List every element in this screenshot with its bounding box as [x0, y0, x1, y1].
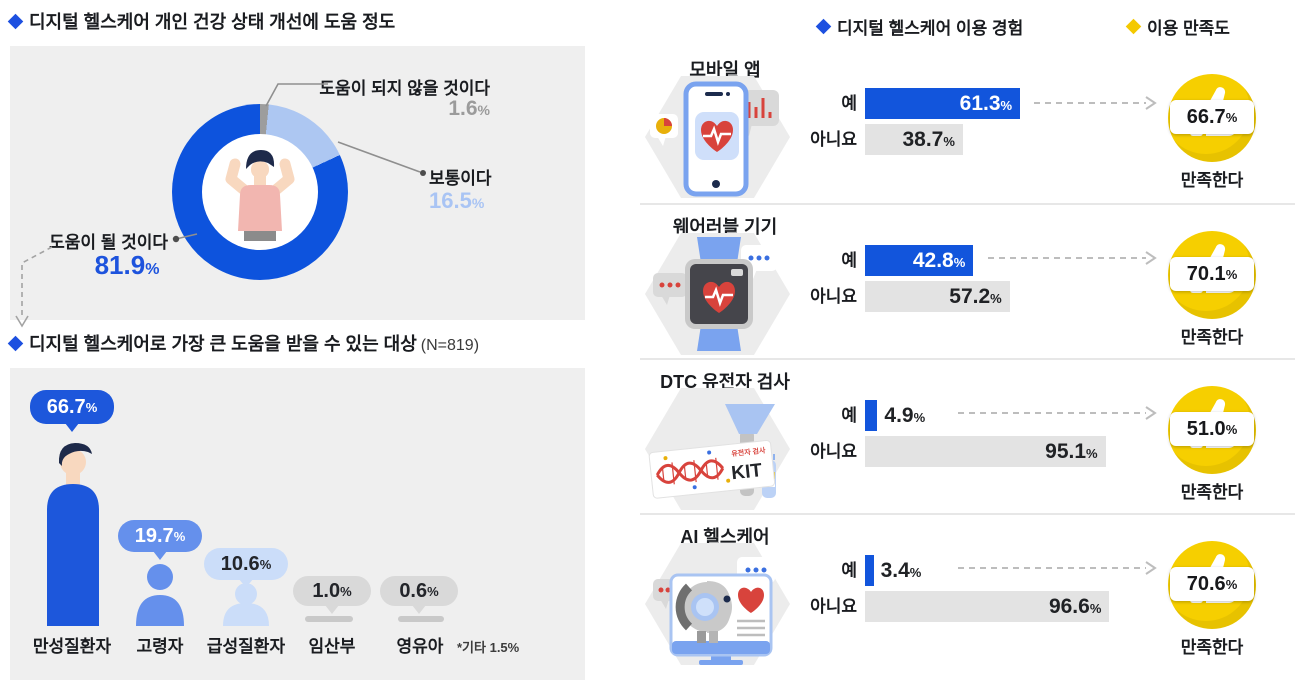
target-label-acute: 급성질환자 [206, 637, 286, 656]
section-title-text: 디지털 헬스케어로 가장 큰 도움을 받을 수 있는 대상 (N=819) [29, 334, 480, 354]
blue-diamond-icon [7, 335, 24, 351]
elderly-figure [136, 564, 184, 626]
yes-bar-track: 42.8% [865, 245, 1130, 276]
target-label-infant: 영유아 [396, 637, 444, 656]
satisfied-caption: 만족한다 [1180, 638, 1244, 657]
satisfaction-value: 70.6% [1170, 567, 1254, 601]
legend-experience: 디지털 헬스케어 이용 경험 [815, 14, 1023, 39]
sample-size: (N=819) [420, 337, 480, 354]
no-bar-track: 95.1% [865, 436, 1130, 467]
no-label: 아니요 [810, 597, 857, 616]
no-label: 아니요 [810, 130, 857, 149]
yes-bar: 42.8% [865, 245, 974, 276]
yes-value: 3.4% [880, 558, 922, 582]
target-label-pregnant: 임산부 [308, 637, 356, 656]
yes-label: 예 [841, 251, 857, 270]
satisfied-caption: 만족한다 [1180, 483, 1244, 502]
slice-label-neutral: 보통이다 [429, 169, 492, 188]
row-title: 웨어러블 기기 [672, 217, 778, 237]
satisfied-caption: 만족한다 [1180, 171, 1244, 190]
blue-diamond-icon [7, 13, 24, 29]
row-mobile-app: 모바일 앱 예 61.3% 아니요 [640, 48, 1295, 203]
svg-text:KIT: KIT [730, 460, 763, 484]
infant-baseline [398, 616, 444, 622]
yes-bar: 61.3% [865, 88, 1021, 119]
value-bubble-acute: 10.6% [204, 548, 288, 588]
no-value: 95.1% [1045, 439, 1098, 463]
donut-center [202, 134, 318, 250]
yes-value: 42.8% [912, 248, 966, 272]
section-title-text: 디지털 헬스케어 개인 건강 상태 개선에 도움 정도 [29, 12, 396, 32]
yes-value: 4.9% [884, 403, 926, 427]
slice-value-no-help: 1.6% [448, 97, 490, 120]
row-ai-healthcare: AI 헬스케어 예 3.4% 아니요 [640, 513, 1295, 670]
no-bar: 95.1% [865, 436, 1106, 467]
slice-label-helpful: 도움이 될 것이다 [49, 233, 168, 252]
yes-bar-track: 61.3% [865, 88, 1130, 119]
no-bar-track: 57.2% [865, 281, 1130, 312]
yes-bar [865, 400, 878, 431]
chronic-patient-figure [47, 443, 99, 626]
row-title: DTC 유전자 검사 [660, 372, 790, 392]
yes-label: 예 [841, 94, 857, 113]
no-bar-track: 38.7% [865, 124, 1130, 155]
acute-patient-figure [223, 584, 269, 626]
section-title-target: 디지털 헬스케어로 가장 큰 도움을 받을 수 있는 대상 (N=819) [7, 330, 480, 356]
no-value: 57.2% [949, 284, 1002, 308]
satisfaction-value: 70.1% [1170, 257, 1254, 291]
row-dtc-genetic-test: DTC 유전자 검사 유전자 검사 KIT 예 4.9% 아니요 [640, 358, 1295, 515]
yes-label: 예 [841, 406, 857, 425]
ai-healthcare-icon [645, 543, 790, 665]
no-bar: 38.7% [865, 124, 963, 155]
legend-satisfaction: 이용 만족도 [1125, 14, 1230, 39]
value-bubble-chronic: 66.7% [30, 390, 114, 432]
no-bar: 96.6% [865, 591, 1110, 622]
yes-label: 예 [841, 561, 857, 580]
slice-label-no-help: 도움이 되지 않을 것이다 [319, 79, 490, 98]
slice-value-helpful: 81.9% [94, 250, 160, 280]
yellow-diamond-icon [1125, 18, 1142, 35]
no-label: 아니요 [810, 442, 857, 461]
dtc-genetic-test-icon: 유전자 검사 KIT [645, 388, 790, 510]
yes-bar-track: 3.4% [865, 555, 1130, 586]
value-bubble-pregnant: 1.0% [293, 576, 371, 614]
mobile-app-icon [645, 76, 790, 198]
target-label-elderly: 고령자 [136, 637, 184, 656]
pregnant-baseline [305, 616, 353, 622]
satisfied-caption: 만족한다 [1180, 328, 1244, 347]
satisfaction-value: 51.0% [1170, 412, 1254, 446]
satisfaction-value: 66.7% [1170, 100, 1254, 134]
etc-footnote: *기타 1.5% [457, 640, 520, 655]
no-bar: 57.2% [865, 281, 1010, 312]
flexing-person-icon [225, 150, 295, 241]
slice-value-neutral: 16.5% [429, 188, 485, 213]
row-title: AI 헬스케어 [680, 527, 770, 547]
yes-bar [865, 555, 874, 586]
no-bar-track: 96.6% [865, 591, 1130, 622]
yes-bar-track: 4.9% [865, 400, 1130, 431]
wearable-device-icon [645, 233, 790, 355]
blue-diamond-icon [815, 18, 832, 35]
value-bubble-elderly: 19.7% [118, 520, 202, 560]
no-label: 아니요 [810, 287, 857, 306]
section-title-help-degree: 디지털 헬스케어 개인 건강 상태 개선에 도움 정도 [7, 8, 396, 34]
row-wearable: 웨어러블 기기 예 42.8% 아니요 57.2% [640, 203, 1295, 360]
row-title: 모바일 앱 [689, 60, 761, 80]
no-value: 96.6% [1048, 594, 1102, 618]
value-bubble-infant: 0.6% [380, 576, 458, 614]
yes-value: 61.3% [959, 91, 1013, 115]
target-label-chronic: 만성질환자 [32, 637, 112, 656]
no-value: 38.7% [902, 127, 955, 151]
